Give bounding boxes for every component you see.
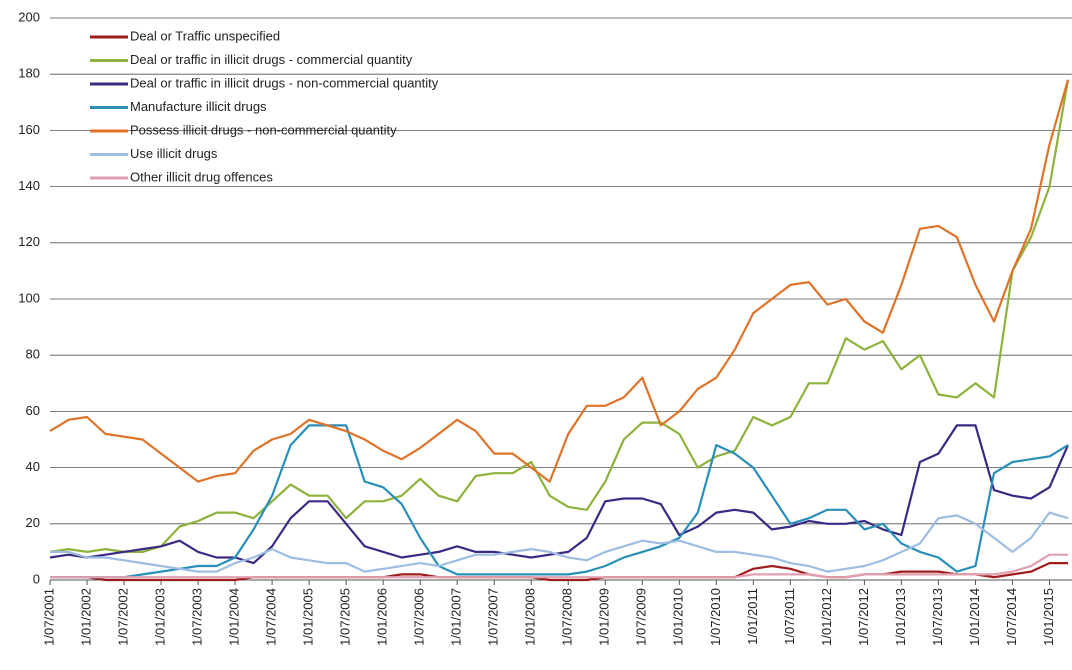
x-tick-label: 1/01/2013 <box>893 588 908 646</box>
x-tick-label: 1/07/2005 <box>338 588 353 646</box>
x-tick-label: 1/07/2001 <box>41 588 56 646</box>
y-tick-label: 180 <box>18 66 40 81</box>
series-line <box>49 424 1070 565</box>
x-tick-label: 1/01/2008 <box>523 588 538 646</box>
y-tick-label: 60 <box>26 403 40 418</box>
x-tick-label: 1/01/2005 <box>301 588 316 646</box>
legend-label: Other illicit drug offences <box>130 169 273 184</box>
x-tick-label: 1/01/2003 <box>152 588 167 646</box>
y-tick-label: 0 <box>33 571 40 586</box>
series-line <box>49 79 1070 553</box>
legend-label: Manufacture illicit drugs <box>130 99 267 114</box>
y-tick-label: 100 <box>18 290 40 305</box>
x-tick-label: 1/01/2014 <box>967 588 982 646</box>
series-line <box>50 424 1069 579</box>
x-tick-label: 1/07/2003 <box>190 588 205 646</box>
y-tick-label: 140 <box>18 178 40 193</box>
legend-label: Deal or Traffic unspecified <box>130 28 280 43</box>
x-tick-label: 1/07/2004 <box>264 588 279 646</box>
x-tick-label: 1/01/2011 <box>745 588 760 645</box>
x-tick-label: 1/07/2011 <box>782 588 797 645</box>
x-tick-label: 1/07/2002 <box>115 588 130 646</box>
x-tick-label: 1/07/2007 <box>486 588 501 646</box>
series-line <box>50 511 1069 573</box>
series-line <box>50 562 1068 582</box>
legend-label: Deal or traffic in illicit drugs - comme… <box>130 52 413 67</box>
x-tick-label: 1/07/2010 <box>708 588 723 646</box>
y-tick-label: 200 <box>18 9 40 24</box>
legend-label: Possess illicit drugs - non-commercial q… <box>130 122 397 137</box>
x-tick-label: 1/01/2004 <box>227 588 242 646</box>
y-tick-label: 80 <box>26 347 40 362</box>
y-tick-label: 120 <box>18 234 40 249</box>
y-tick-label: 20 <box>26 515 40 530</box>
x-tick-label: 1/01/2002 <box>78 588 93 646</box>
y-tick-label: 40 <box>26 459 40 474</box>
legend-label: Use illicit drugs <box>130 146 218 161</box>
x-tick-label: 1/01/2009 <box>597 588 612 646</box>
x-tick-label: 1/07/2006 <box>412 588 427 646</box>
x-tick-label: 1/07/2012 <box>856 588 871 646</box>
x-tick-label: 1/01/2006 <box>375 588 390 646</box>
x-tick-label: 1/07/2013 <box>930 588 945 646</box>
x-tick-label: 1/01/2012 <box>819 588 834 646</box>
x-tick-label: 1/07/2009 <box>634 588 649 646</box>
x-tick-label: 1/01/2007 <box>449 588 464 646</box>
x-tick-label: 1/01/2010 <box>671 588 686 646</box>
x-tick-label: 1/01/2015 <box>1041 588 1056 646</box>
x-tick-label: 1/07/2014 <box>1004 588 1019 646</box>
series-line <box>49 79 1070 483</box>
x-tick-label: 1/07/2008 <box>560 588 575 646</box>
y-tick-label: 160 <box>18 122 40 137</box>
legend-label: Deal or traffic in illicit drugs - non-c… <box>130 75 439 90</box>
series-line <box>50 553 1068 579</box>
